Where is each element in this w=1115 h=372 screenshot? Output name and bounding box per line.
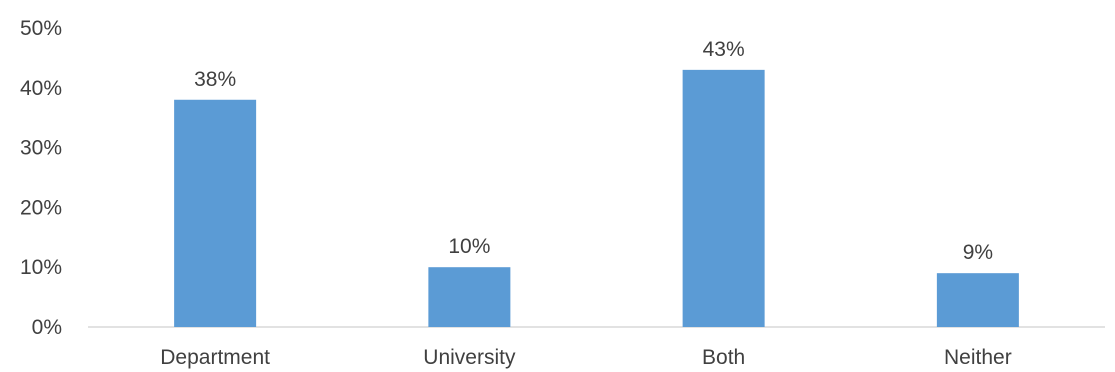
data-label-both: 43% — [703, 38, 745, 61]
data-label-neither: 9% — [963, 241, 993, 264]
data-labels-group: 38% 10% 43% 9% — [194, 38, 993, 264]
category-label-department: Department — [160, 346, 270, 369]
y-axis-tick-labels: 0% 10% 20% 30% 40% 50% — [20, 17, 62, 339]
bars-group — [174, 69, 1019, 328]
y-tick-label: 10% — [20, 256, 62, 279]
bar-department — [174, 99, 257, 327]
bar-university — [428, 267, 511, 327]
data-label-department: 38% — [194, 68, 236, 91]
y-tick-label: 50% — [20, 17, 62, 40]
category-label-both: Both — [702, 346, 745, 369]
y-tick-label: 20% — [20, 196, 62, 219]
data-label-university: 10% — [448, 235, 490, 258]
category-label-neither: Neither — [944, 346, 1012, 369]
category-label-university: University — [423, 346, 516, 369]
y-tick-label: 0% — [32, 316, 62, 339]
y-tick-label: 40% — [20, 77, 62, 100]
bar-neither — [936, 273, 1019, 327]
y-tick-label: 30% — [20, 137, 62, 160]
bar-both — [682, 69, 765, 328]
category-labels-group: Department University Both Neither — [160, 346, 1011, 369]
